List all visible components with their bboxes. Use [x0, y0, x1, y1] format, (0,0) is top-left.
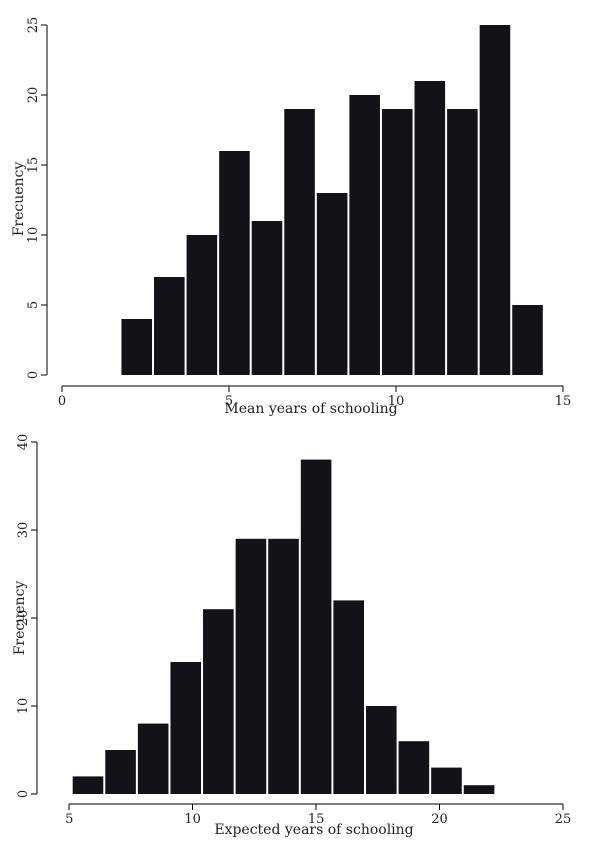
histogram-bar	[316, 193, 348, 375]
x-tick-label: 25	[555, 812, 572, 827]
histogram-bar	[349, 95, 380, 375]
x-tick-label: 5	[65, 812, 73, 827]
histogram-bar	[381, 109, 413, 375]
histogram-bar	[72, 776, 104, 794]
histogram-bar	[398, 741, 430, 794]
histogram-bar	[447, 109, 478, 375]
bars	[72, 459, 495, 794]
histogram-bar	[121, 319, 153, 375]
x-tick-label: 10	[388, 394, 405, 409]
y-tick-label: 0	[16, 790, 31, 798]
histogram-bar	[300, 459, 332, 794]
x-axis-title: Expected years of schooling	[214, 822, 413, 838]
y-axis-title: Frecuency	[12, 581, 28, 656]
y-axis-title: Frecuency	[11, 162, 27, 237]
histogram-bar	[251, 221, 283, 375]
histogram-bar	[512, 305, 543, 375]
histogram-bar	[170, 662, 202, 794]
y-tick-label: 10	[16, 698, 31, 715]
x-tick-label: 5	[225, 394, 233, 409]
histogram-bar	[235, 538, 267, 794]
histogram-bar	[365, 706, 397, 794]
x-tick-label: 15	[555, 394, 572, 409]
histogram-bar	[219, 151, 250, 375]
histogram-bar	[414, 81, 446, 375]
y-tick-label: 40	[16, 434, 31, 451]
x-tick-label: 0	[58, 394, 66, 409]
y-tick-label: 30	[16, 522, 31, 539]
histogram-mean-years: Mean years of schooling Frecuency 0 5 10 15…	[11, 17, 572, 417]
x-tick-label: 15	[308, 812, 325, 827]
bars	[121, 25, 543, 375]
histogram-bar	[105, 750, 136, 794]
x-tick-label: 10	[184, 812, 201, 827]
histogram-bar	[479, 25, 511, 375]
histogram-bar	[154, 277, 185, 375]
histogram-bar	[137, 723, 169, 794]
x-axis-title: Mean years of schooling	[224, 401, 397, 417]
histogram-bar	[284, 109, 315, 375]
y-tick-label: 25	[26, 17, 41, 34]
histogram-expected-years: Expected years of schooling Frecuency 0 1…	[12, 434, 572, 838]
histogram-bar	[203, 609, 234, 794]
y-tick-label: 5	[26, 301, 41, 309]
y-tick-label: 10	[26, 227, 41, 244]
y-tick-label: 20	[16, 610, 31, 627]
y-tick-label: 15	[26, 157, 41, 174]
histogram-bar	[431, 767, 462, 794]
y-tick-label: 20	[26, 87, 41, 104]
histogram-bar	[463, 785, 495, 794]
histogram-bar	[186, 235, 218, 375]
histogram-bar	[333, 600, 364, 794]
x-tick-label: 20	[431, 812, 448, 827]
y-tick-label: 0	[26, 371, 41, 379]
histogram-bar	[268, 538, 299, 794]
